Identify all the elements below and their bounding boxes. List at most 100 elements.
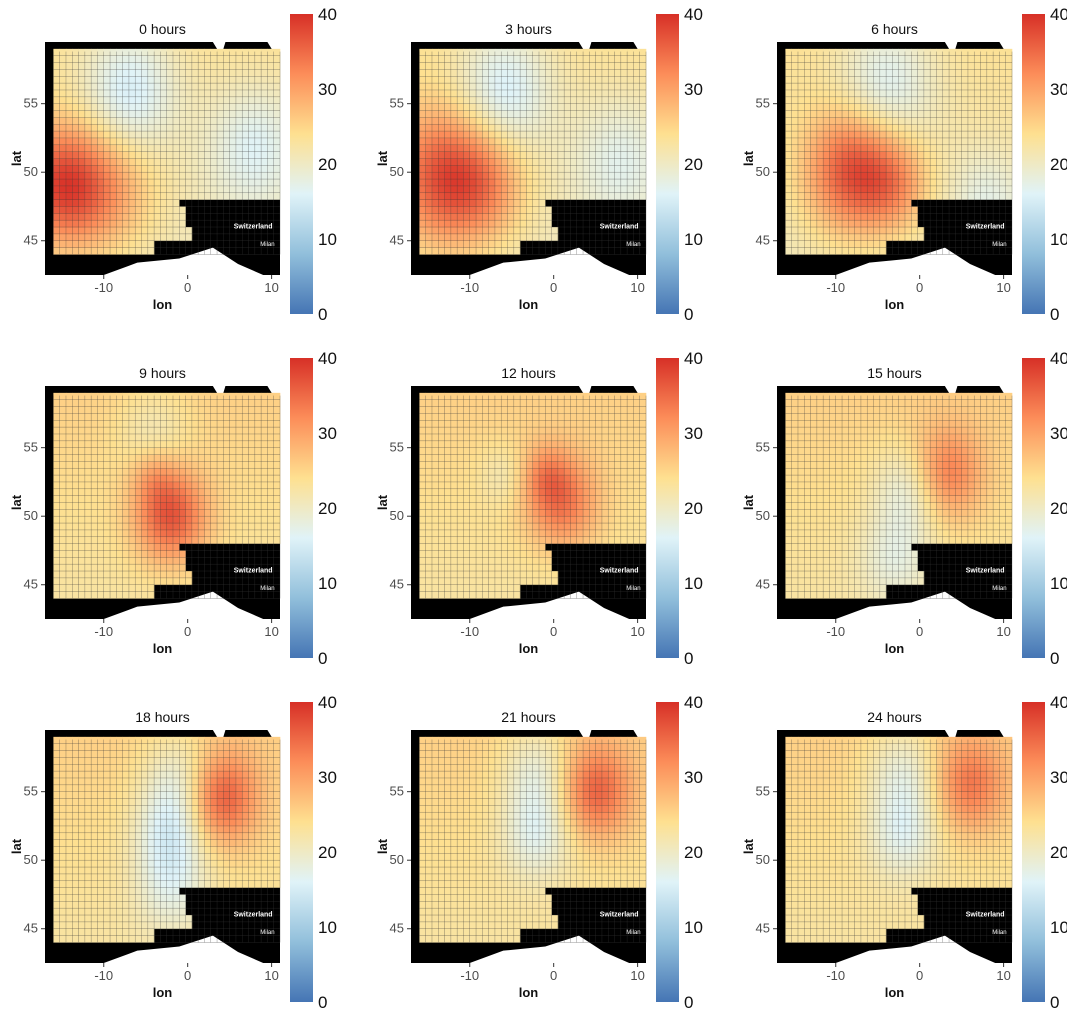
- heat-cell: [494, 185, 502, 194]
- heat-cell: [886, 62, 893, 70]
- heat-cell: [842, 220, 849, 228]
- heat-cell: [886, 151, 893, 159]
- heat-cell: [248, 475, 256, 483]
- heat-cell: [974, 103, 981, 111]
- heat-cell: [993, 151, 1000, 159]
- heat-cell: [583, 475, 590, 483]
- heat-cell: [154, 76, 161, 84]
- heat-cell: [198, 399, 205, 407]
- heat-cell: [59, 461, 67, 469]
- heat-cell: [261, 461, 268, 469]
- heat-cell: [235, 131, 243, 139]
- heat-cell: [261, 76, 268, 84]
- heat-cell: [576, 468, 584, 476]
- heat-cell: [191, 481, 199, 490]
- heat-cell: [589, 62, 596, 70]
- heat-cell: [469, 165, 477, 173]
- heat-cell: [210, 185, 218, 194]
- heat-cell: [267, 481, 274, 490]
- heat-cell: [242, 433, 249, 442]
- heat-cell: [892, 110, 899, 118]
- heat-cell: [873, 124, 881, 132]
- heat-cell: [110, 76, 117, 84]
- heat-cell: [867, 151, 874, 159]
- heat-cell: [261, 48, 268, 56]
- heat-cell: [980, 124, 988, 132]
- heat-cell: [166, 461, 174, 469]
- heat-cell: [254, 89, 262, 98]
- heat-cell: [488, 172, 496, 180]
- heat-cell: [72, 247, 79, 255]
- heat-cell: [520, 69, 527, 77]
- heat-cell: [172, 144, 180, 152]
- heat-cell: [494, 117, 502, 125]
- heat-cell: [501, 536, 508, 544]
- heat-cell: [936, 110, 944, 118]
- heat-cell: [601, 76, 609, 84]
- heat-cell: [450, 550, 458, 558]
- heat-cell: [608, 96, 615, 104]
- heat-cell: [917, 110, 925, 118]
- map-label-milan: Milan: [260, 586, 274, 592]
- heat-cell: [614, 62, 622, 70]
- heat-cell: [154, 192, 161, 200]
- heat-cell: [482, 213, 489, 221]
- heat-cell: [122, 48, 130, 56]
- heat-cell: [444, 591, 452, 599]
- heat-cell: [955, 124, 962, 132]
- heat-cell: [886, 199, 893, 207]
- heat-cell: [444, 584, 452, 592]
- heat-cell: [469, 220, 477, 228]
- heat-cell: [261, 172, 268, 180]
- heat-cell: [444, 137, 452, 146]
- heat-cell: [223, 83, 230, 91]
- heat-cell: [438, 247, 445, 255]
- heat-cell: [210, 48, 218, 56]
- heat-cell: [785, 110, 792, 118]
- heat-cell: [911, 185, 918, 194]
- heat-cell: [526, 550, 533, 558]
- heat-cell: [955, 185, 962, 194]
- heat-cell: [532, 461, 540, 469]
- heat-cell: [942, 103, 950, 111]
- heat-cell: [513, 144, 521, 152]
- heat-cell: [229, 76, 237, 84]
- heat-cell: [1005, 172, 1013, 180]
- heat-cell: [84, 591, 92, 599]
- heat-cell: [639, 536, 647, 544]
- heat-cell: [993, 192, 1000, 200]
- heat-cell: [595, 516, 603, 524]
- heat-cell: [141, 543, 149, 551]
- heat-cell: [185, 461, 193, 469]
- heat-cell: [128, 131, 136, 139]
- heat-cell: [576, 536, 584, 544]
- heat-cell: [267, 89, 274, 98]
- heat-cell: [469, 564, 477, 572]
- heat-cell: [513, 233, 521, 242]
- heat-cell: [936, 192, 944, 200]
- heat-cell: [457, 420, 464, 428]
- heat-cell: [135, 591, 142, 599]
- heat-cell: [217, 399, 224, 407]
- heat-cell: [204, 502, 212, 510]
- heat-cell: [501, 427, 508, 435]
- heat-cell: [235, 523, 243, 531]
- heat-cell: [172, 475, 180, 483]
- heat-cell: [589, 427, 596, 435]
- heat-cell: [261, 55, 268, 63]
- heat-cell: [595, 509, 603, 517]
- heat-cell: [589, 481, 596, 490]
- heat-cell: [551, 516, 559, 524]
- heat-cell: [273, 475, 281, 483]
- heat-cell: [185, 48, 193, 56]
- heat-cell: [469, 461, 477, 469]
- heat-cell: [873, 151, 881, 159]
- heat-cell: [78, 103, 86, 111]
- heat-cell: [141, 96, 149, 104]
- heat-cell: [842, 185, 849, 194]
- heat-cell: [854, 83, 862, 91]
- heat-cell: [501, 192, 508, 200]
- heat-cell: [72, 137, 79, 146]
- heat-cell: [494, 461, 502, 469]
- heat-cell: [450, 502, 458, 510]
